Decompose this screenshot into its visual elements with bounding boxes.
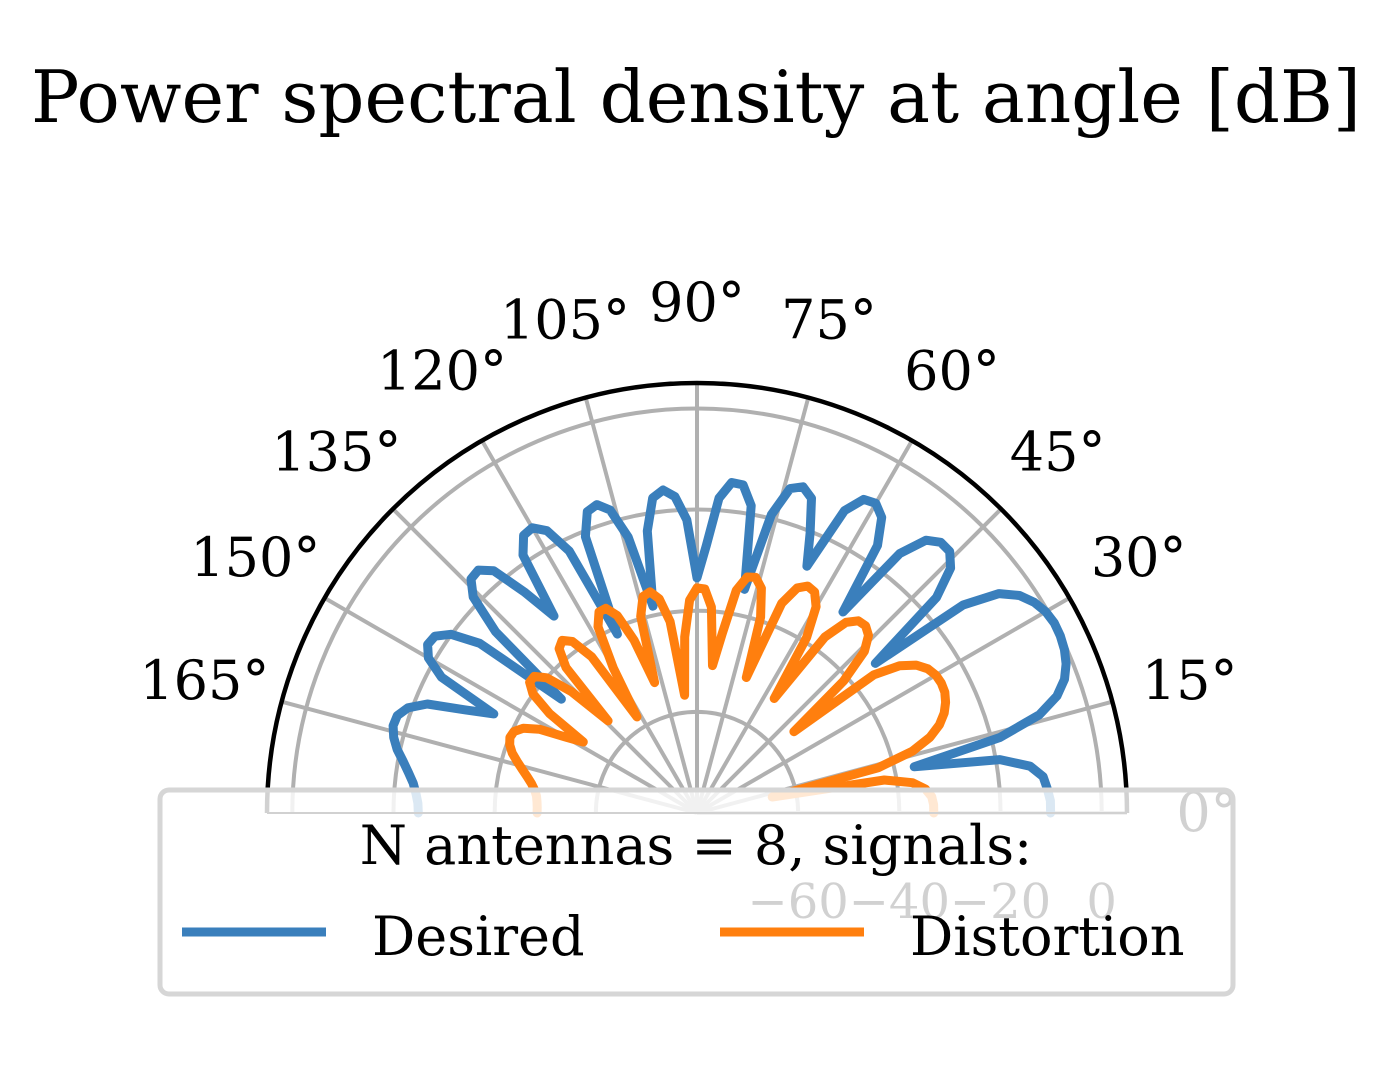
legend-label-desired: Desired	[372, 905, 585, 968]
angle-tick-30: 30°	[1091, 526, 1187, 589]
outer-arc	[264, 380, 1130, 814]
theta-gridline-8	[480, 439, 699, 814]
series-line-desired	[388, 478, 1071, 818]
theta-gridline-5	[695, 397, 811, 814]
angle-tick-150: 150°	[190, 526, 320, 589]
theta-gridline-9	[391, 507, 699, 815]
angle-tick-75: 75°	[781, 288, 877, 351]
legend: N antennas = 8, signals: Desired Distort…	[157, 787, 1236, 997]
angle-tick-105: 105°	[500, 288, 630, 351]
legend-label-distortion: Distortion	[910, 905, 1185, 968]
angle-tick-60: 60°	[904, 339, 1000, 402]
angle-tick-165: 165°	[139, 649, 269, 712]
angle-tick-15: 15°	[1142, 649, 1238, 712]
angle-tick-135: 135°	[271, 420, 401, 483]
angle-tick-labels: 0°15°30°45°60°75°90°105°120°135°150°165°	[139, 271, 1237, 844]
legend-title: N antennas = 8, signals:	[360, 814, 1032, 877]
series-line-distortion	[505, 572, 951, 818]
theta-gridline-10	[323, 596, 698, 815]
angle-tick-45: 45°	[1010, 420, 1106, 483]
series-layer	[388, 478, 1071, 818]
chart-title: Power spectral density at angle [dB]	[31, 55, 1361, 139]
legend-box	[157, 787, 1236, 997]
theta-gridline-2	[695, 596, 1071, 815]
theta-gridline-4	[695, 439, 914, 814]
angle-tick-120: 120°	[377, 339, 507, 402]
angle-tick-90: 90°	[649, 271, 745, 334]
